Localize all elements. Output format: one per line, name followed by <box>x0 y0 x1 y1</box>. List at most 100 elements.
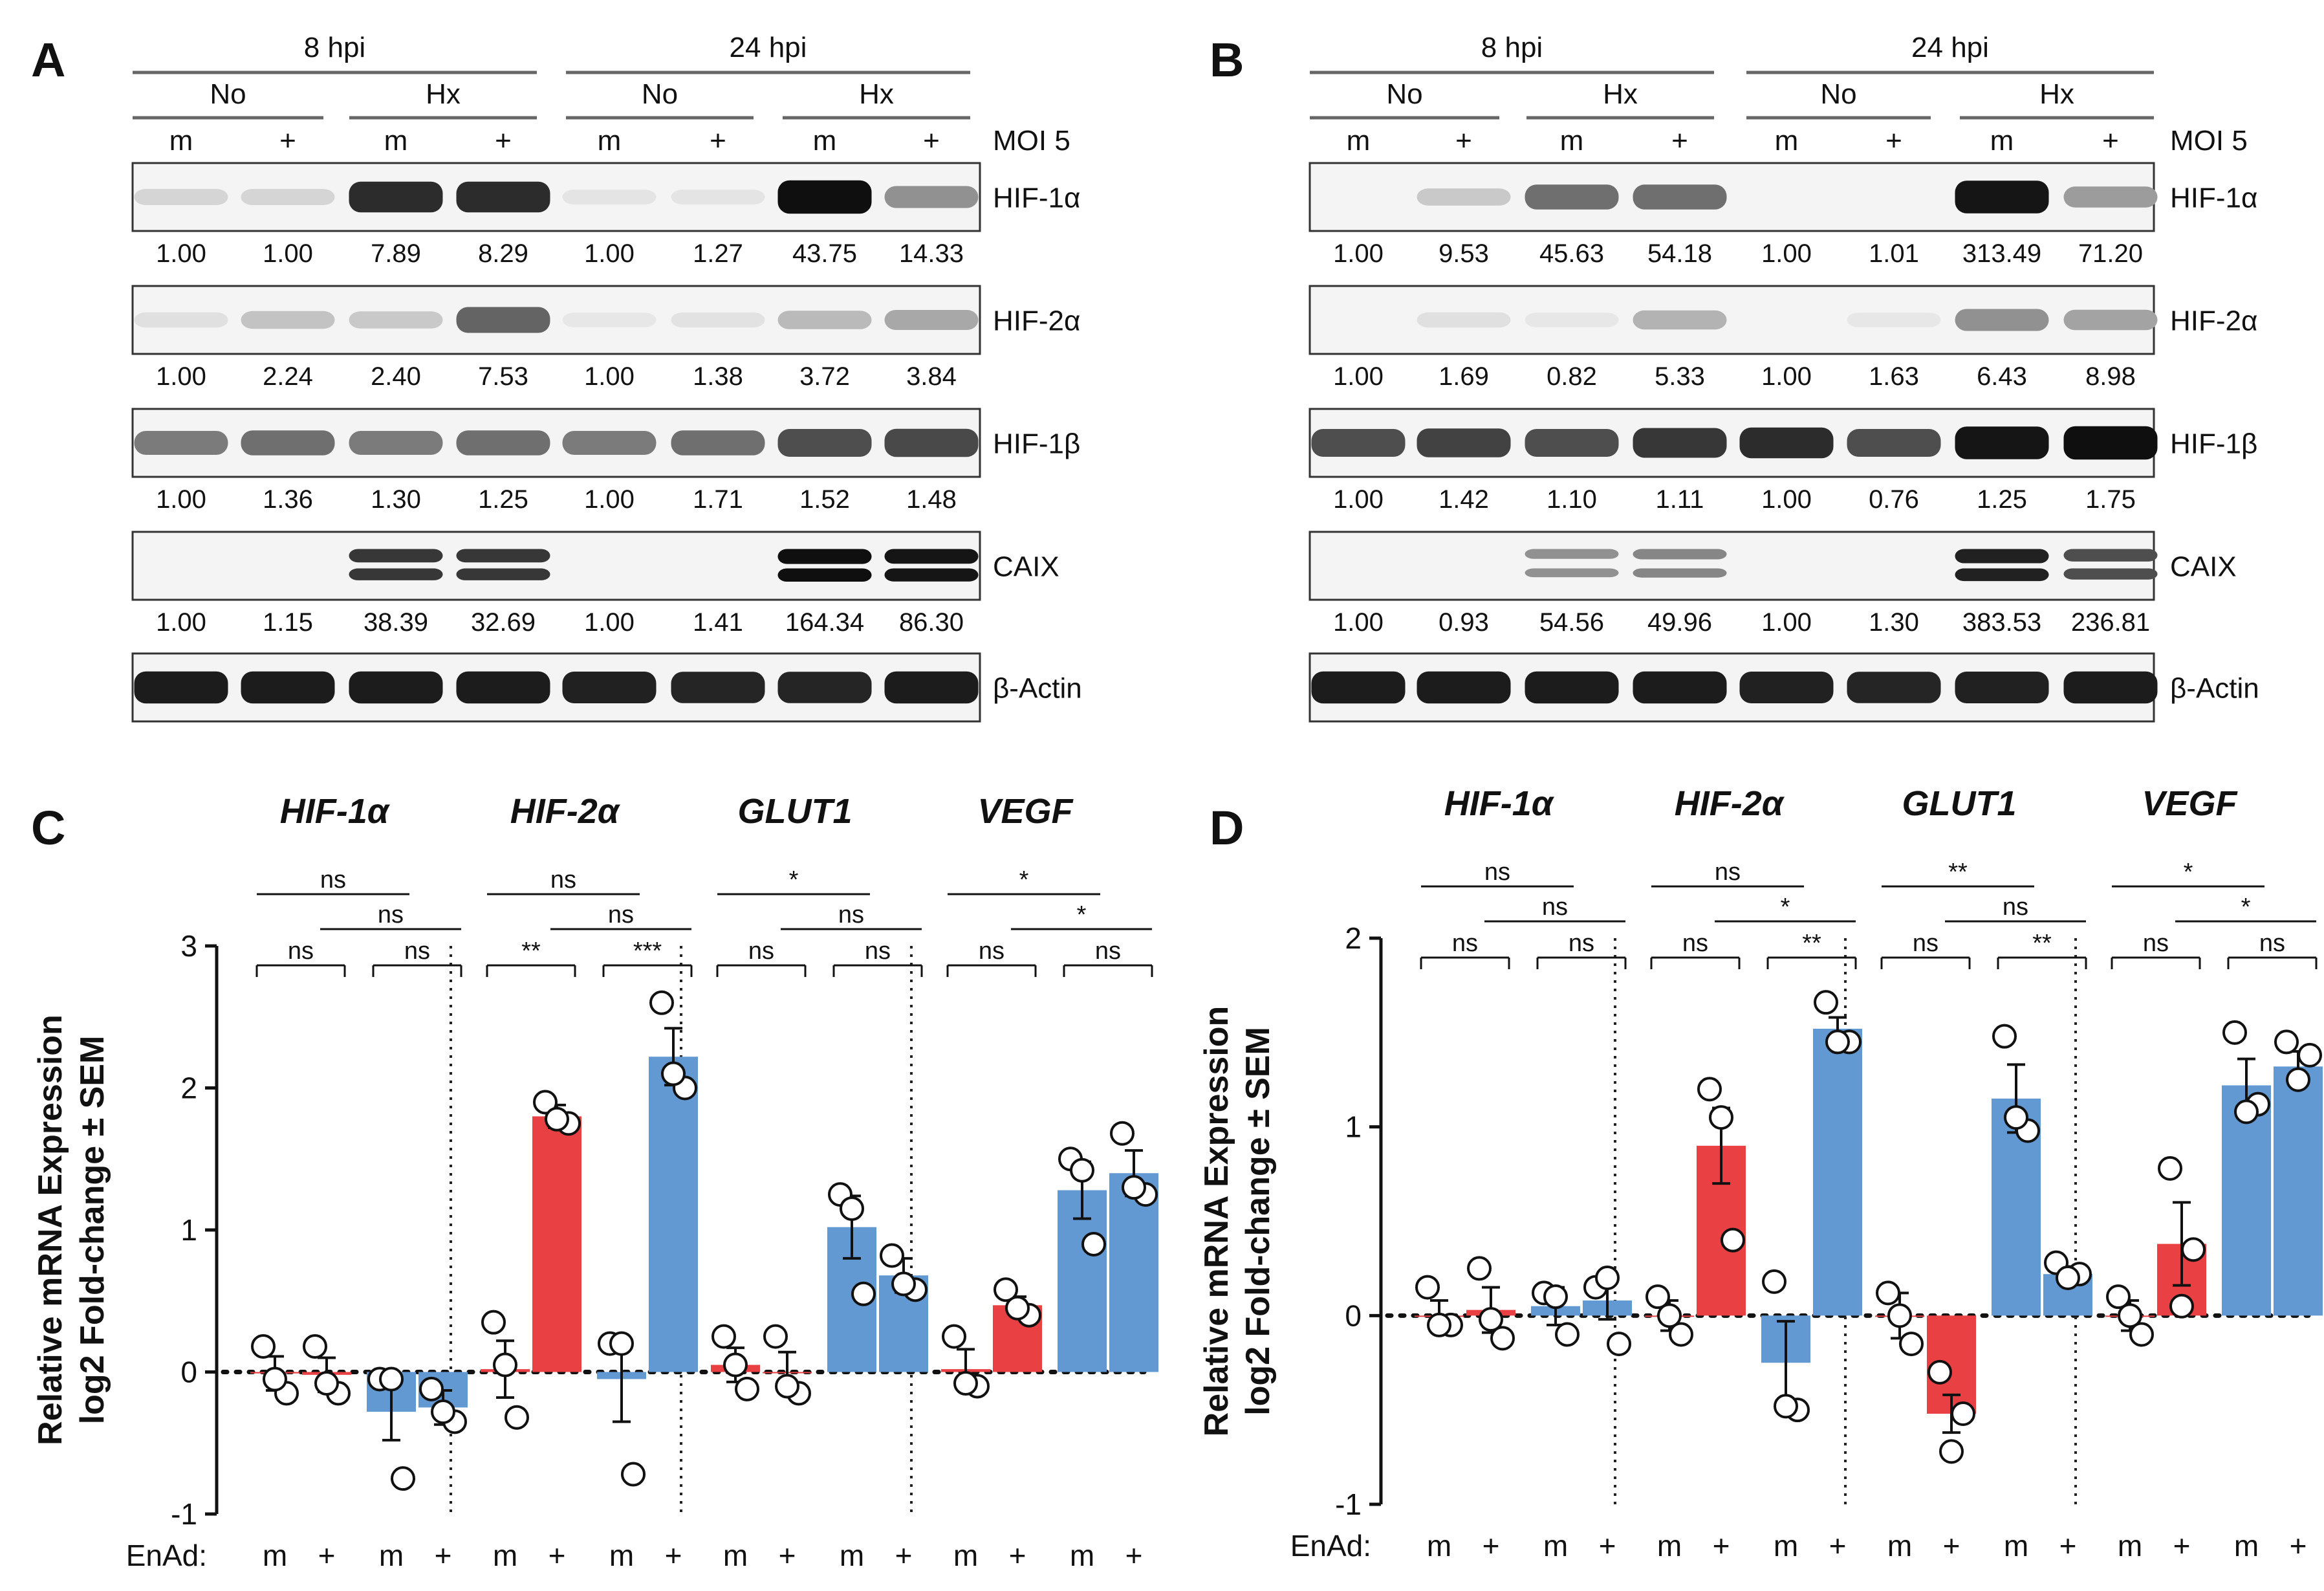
blot-band <box>1739 672 1834 703</box>
gene-label: GLUT1 <box>1902 784 2016 823</box>
quantification-value: 1.36 <box>263 485 313 514</box>
panel-label-a: A <box>31 33 65 87</box>
quantification-value: 1.25 <box>478 485 528 514</box>
data-point <box>1697 1077 1722 1102</box>
data-point <box>763 1324 788 1349</box>
quantification-value: 71.20 <box>2078 239 2143 268</box>
blot-band <box>884 186 979 208</box>
blot-band <box>2063 671 2158 704</box>
blot-band <box>1311 671 1406 704</box>
sig-label: ** <box>521 938 541 965</box>
blot-band <box>671 190 765 204</box>
blot-band <box>1847 672 1941 703</box>
y-axis-label: Relative mRNA Expression <box>32 1015 69 1445</box>
blot-band <box>1525 549 1619 559</box>
blot-band <box>456 671 550 704</box>
data-point <box>942 1324 966 1349</box>
condition-label: No <box>642 78 678 110</box>
blot-band <box>884 568 979 582</box>
lane-label: + <box>279 125 296 157</box>
quantification-value: 45.63 <box>1539 239 1604 268</box>
x-tick-label: m <box>379 1539 404 1572</box>
quantification-value: 1.38 <box>693 362 743 391</box>
blot-strip <box>1309 531 2155 601</box>
blot-band <box>349 311 443 329</box>
blot-band <box>562 672 657 703</box>
blot-band <box>456 549 550 563</box>
sig-label: ns <box>838 901 864 928</box>
data-point <box>1709 1105 1733 1130</box>
data-point <box>1543 1284 1568 1310</box>
sig-label: ns <box>748 938 774 965</box>
quantification-value: 1.00 <box>1761 362 1812 391</box>
x-tick-label: m <box>953 1539 978 1572</box>
data-point <box>251 1333 276 1359</box>
panel-label-b: B <box>1210 33 1244 87</box>
blot-band <box>2063 568 2158 580</box>
quantification-value: 1.00 <box>1333 362 1384 391</box>
data-point <box>263 1366 287 1392</box>
data-point <box>2169 1293 2194 1319</box>
bar-chart-d: -1 0 1 2 Relative mRNA Expression log2 Fold-c… <box>1198 784 2323 1563</box>
lane-label: m <box>384 125 408 157</box>
blot-band <box>1633 568 1727 578</box>
data-point <box>314 1371 339 1396</box>
data-point <box>2297 1042 2322 1068</box>
data-point <box>1427 1312 1451 1337</box>
bar <box>2274 1066 2323 1316</box>
lane-label: + <box>710 125 726 157</box>
x-tick-label: + <box>1943 1529 1960 1563</box>
blot-row-label: CAIX <box>2170 551 2237 583</box>
data-point <box>621 1462 646 1487</box>
sig-label: ** <box>1802 930 1821 957</box>
lane-label: m <box>1775 125 1799 157</box>
x-axis-prefix: EnAd: <box>1290 1529 1371 1563</box>
data-point <box>2158 1156 2182 1181</box>
x-tick-label: m <box>840 1539 864 1572</box>
time-label: 8 hpi <box>304 32 365 63</box>
lane-label: + <box>2102 125 2119 157</box>
quantification-value: 14.33 <box>899 239 964 268</box>
blot-band <box>241 189 335 205</box>
x-tick-label: m <box>263 1539 287 1572</box>
data-point <box>1669 1322 1693 1347</box>
quantification-value: 8.98 <box>2085 362 2136 391</box>
x-tick-label: + <box>2290 1529 2307 1563</box>
blot-band <box>777 549 872 564</box>
sig-label: ns <box>2003 894 2028 921</box>
y-axis-label: log2 Fold-change ± SEM <box>74 1036 111 1425</box>
blot-band <box>884 310 979 330</box>
blot-row-label: β-Actin <box>2170 673 2259 705</box>
data-point <box>1928 1359 1952 1385</box>
y-tick-label: 1 <box>1345 1110 1362 1144</box>
x-tick-label: + <box>1482 1529 1500 1563</box>
y-tick-label: -1 <box>1335 1487 1362 1521</box>
data-point <box>609 1331 634 1356</box>
blot-band <box>456 181 550 213</box>
quantification-value: 3.72 <box>799 362 850 391</box>
y-tick-label: 2 <box>1345 921 1362 955</box>
blot-band <box>777 672 872 703</box>
data-point <box>2222 1020 2247 1045</box>
quantification-value: 2.24 <box>263 362 313 391</box>
sig-label: ns <box>1682 930 1708 957</box>
blot-band <box>884 428 979 457</box>
x-tick-label: m <box>2004 1529 2028 1563</box>
y-tick-label: 2 <box>180 1071 197 1105</box>
data-point <box>1070 1158 1094 1183</box>
data-point <box>661 1061 686 1086</box>
quantification-value: 1.00 <box>584 239 635 268</box>
blot-row-label: HIF-1α <box>2170 182 2257 214</box>
data-point <box>735 1376 759 1401</box>
condition-label: Hx <box>859 78 894 110</box>
quantification-value: 1.75 <box>2085 485 2136 514</box>
x-tick-label: + <box>779 1539 796 1572</box>
blot-band <box>134 312 228 328</box>
quantification-value: 1.25 <box>1977 485 2027 514</box>
x-tick-label: m <box>1774 1529 1798 1563</box>
sig-label: ns <box>608 901 634 928</box>
blot-band <box>777 568 872 582</box>
quantification-value: 1.00 <box>1761 608 1812 637</box>
